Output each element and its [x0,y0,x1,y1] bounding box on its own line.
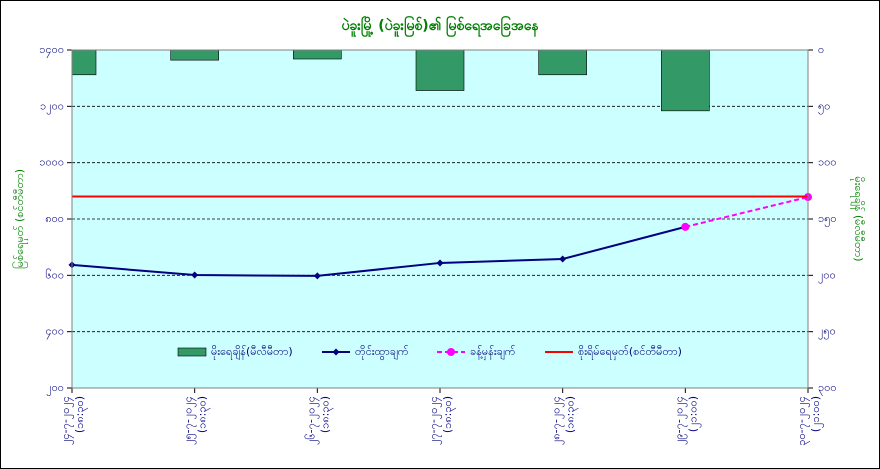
y2-tick-label: ၁၅၀ [818,212,837,227]
x-tick-label: ၂၅-၇-၂၀၂၄ [182,396,197,445]
x-tick-label: ၂၄-၇-၂၀၂၄ [59,396,74,445]
y-tick-label: ၁၄၀၀ [39,43,64,58]
y2-axis-label: မိုးရေချိန် (မီလီမီတာ) [850,176,865,261]
y-tick-label: ၈၀၀ [45,212,64,225]
plot-clip [72,50,710,112]
x-tick-label: (၁၈:၃၀) [73,396,88,433]
legend-swatch [177,347,207,357]
marker [559,255,567,263]
y-tick-label: ၁၂၀၀ [40,99,64,114]
x-tick-label: (၁၈:၃၀) [196,396,211,433]
legend-label: မိုးရေချိန်(မီလီမီတာ) [211,345,293,360]
marker [191,271,199,279]
x-tick-label: (၂၁:၀၀) [686,396,701,432]
y2-tick-label: ၂၅၀ [818,325,836,340]
x-tick-label: ၂၇-၇-၂၀၂၄ [427,396,442,445]
x-tick-label: ၃၀-၇-၂၀၂၄ [795,396,810,446]
plot-border [71,49,809,389]
level-line [685,196,809,228]
y-tick-label: ၆၀၀ [45,268,64,281]
x-tick-label: ၂၆-၇-၂၀၂၄ [304,396,319,445]
x-tick-label: ၂၉-၇-၂၀၂၄ [672,396,687,445]
y2-tick-label: ၀ [818,43,824,56]
rain-bar [415,50,465,91]
y-axis-label: မြစ်ရေမှတ် (စင်တီမီတာ) [12,169,28,269]
y-tick-label: ၂၀၀ [46,381,64,396]
marker [313,272,321,280]
y2-tick-label: ၂၀၀ [818,268,836,283]
rain-bar [170,50,219,61]
marker [436,259,444,267]
marker [681,222,690,231]
y2-tick-label: ၁၀၀ [818,156,837,169]
y-tick-label: ၄၀၀ [45,325,64,340]
y2-tick-label: ၃၀၀ [818,381,837,396]
chart-title: ပဲခူးမြို့ (ပဲခူးမြစ်)၏ မြစ်ရေအခြေအနေ [341,16,539,37]
x-tick-label: (၁၈:၃၀) [441,396,456,433]
rain-bar [293,50,342,60]
x-tick-label: (၂၁:၀၀) [809,396,824,432]
rain-bar [661,50,710,112]
x-tick-label: (၁၈:၃၀) [564,396,579,433]
rain-bar [538,50,587,76]
legend-label: တိုင်းထွာချက် [355,345,409,360]
legend-label: ခန့်မှန်းချက် [470,345,516,360]
y2-tick-label: ၅၀ [818,99,830,114]
legend-label: စိုးရိမ်ရေမှတ်(စင်တီမီတာ) [578,345,682,360]
x-tick-label: ၂၈-၇-၂၀၂၄ [550,396,565,445]
rain-bar [72,50,97,76]
x-tick-label: (၁၈:၃၀) [318,396,333,433]
y-tick-label: ၁၀၀၀ [39,156,64,169]
legend-marker [332,348,340,356]
level-line [71,225,686,277]
legend-marker [447,348,455,356]
